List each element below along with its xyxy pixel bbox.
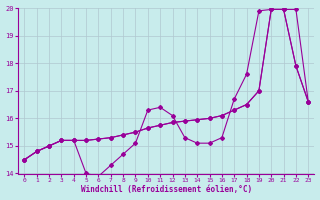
X-axis label: Windchill (Refroidissement éolien,°C): Windchill (Refroidissement éolien,°C) [81, 185, 252, 194]
